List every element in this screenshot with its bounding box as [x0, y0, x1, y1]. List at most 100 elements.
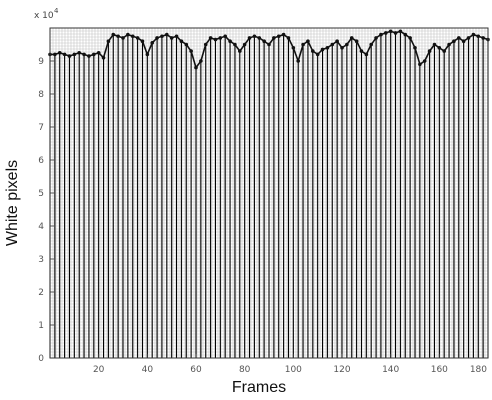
- series-point: [169, 36, 174, 40]
- series-point: [242, 42, 247, 47]
- series-line: [48, 29, 490, 70]
- y-tick-label: 3: [38, 255, 44, 265]
- series-point: [427, 49, 432, 53]
- series-point: [403, 32, 408, 37]
- series-point: [72, 52, 77, 57]
- series-point: [160, 34, 164, 39]
- series-point: [228, 39, 232, 43]
- series-point: [335, 39, 339, 43]
- series-point: [296, 59, 301, 63]
- series-point: [340, 46, 344, 50]
- series-point: [457, 36, 461, 40]
- series-point: [247, 36, 252, 40]
- series-point: [393, 31, 398, 35]
- series-point: [53, 52, 57, 57]
- series-point: [481, 36, 485, 40]
- series-point: [57, 50, 62, 55]
- series-point: [213, 37, 218, 42]
- y-tick-label: 4: [38, 222, 44, 232]
- x-tick-label: 160: [431, 365, 448, 375]
- series-point: [62, 52, 67, 57]
- x-tick-label: 100: [285, 365, 302, 375]
- series-point: [276, 34, 281, 39]
- series-point: [461, 39, 466, 43]
- series-point: [359, 49, 364, 53]
- x-tick-label: 140: [382, 365, 399, 375]
- series-point: [179, 39, 184, 43]
- series-point: [422, 59, 427, 63]
- series-point: [126, 32, 130, 37]
- y-tick-label: 1: [38, 321, 44, 331]
- y-tick-label: 9: [38, 57, 44, 67]
- series-point: [252, 34, 257, 39]
- series-point: [476, 34, 481, 39]
- series-point: [199, 59, 203, 63]
- series-point: [437, 46, 442, 50]
- series-point: [238, 49, 242, 53]
- series-point: [354, 39, 359, 43]
- y-tick-label: 7: [38, 123, 44, 133]
- y-tick-label: 8: [38, 90, 44, 100]
- bars: [49, 31, 489, 358]
- series-point: [471, 32, 476, 37]
- x-axis-label: Frames: [232, 379, 286, 396]
- series-point: [257, 36, 262, 40]
- series-point: [379, 32, 383, 37]
- series-point: [447, 42, 451, 47]
- series-point: [408, 36, 412, 40]
- series-point: [388, 29, 393, 34]
- series-point: [398, 29, 403, 34]
- series-point: [466, 36, 471, 40]
- series-point: [208, 36, 213, 40]
- x-tick-label: 180: [470, 365, 487, 375]
- series-point: [111, 32, 116, 37]
- series-point: [301, 42, 305, 47]
- series-point: [165, 32, 169, 37]
- series-point: [184, 42, 189, 47]
- series-point: [155, 36, 159, 40]
- series-point: [150, 41, 154, 45]
- x-tick-label: 80: [239, 365, 251, 375]
- series-point: [82, 52, 86, 57]
- series-point: [77, 50, 81, 55]
- x-tick-label: 120: [333, 365, 350, 375]
- y-multiplier-label: x 10: [34, 11, 54, 21]
- series-point: [315, 52, 320, 57]
- series-point: [116, 34, 120, 39]
- series-point: [349, 36, 354, 40]
- series-point: [320, 47, 325, 52]
- series-point: [413, 46, 417, 50]
- series-point: [330, 42, 335, 47]
- series-point: [203, 42, 208, 47]
- series-point: [106, 39, 111, 43]
- series-point: [291, 46, 296, 50]
- y-multiplier-exponent: 4: [54, 7, 59, 15]
- series-point: [418, 62, 422, 67]
- series-point: [442, 49, 447, 53]
- series-point: [233, 42, 237, 47]
- series-point: [121, 36, 125, 40]
- series-point: [87, 54, 91, 58]
- series-point: [262, 39, 266, 43]
- y-tick-label: 5: [38, 189, 44, 199]
- series-point: [67, 54, 72, 58]
- series-point: [272, 36, 276, 40]
- series-point: [189, 49, 193, 53]
- series-point: [174, 34, 179, 39]
- series-point: [218, 36, 223, 40]
- series-point: [432, 42, 437, 47]
- y-tick-labels: 0 1 2 3 4 5 6 7 8 9: [38, 57, 54, 364]
- series-point: [384, 31, 388, 35]
- y-tick-label: 2: [38, 288, 44, 298]
- series-point: [101, 55, 106, 60]
- series-point: [140, 39, 145, 43]
- x-tick-label: 20: [93, 365, 105, 375]
- series-point: [325, 46, 330, 50]
- y-tick-label: 0: [38, 354, 44, 364]
- series-point: [96, 50, 101, 55]
- x-tick-labels: 20 40 60 80 100 120 140 160 180: [93, 354, 489, 375]
- series-point: [194, 65, 198, 70]
- series-point: [374, 36, 378, 40]
- y-tick-label: 6: [38, 156, 44, 166]
- series-point: [267, 42, 271, 47]
